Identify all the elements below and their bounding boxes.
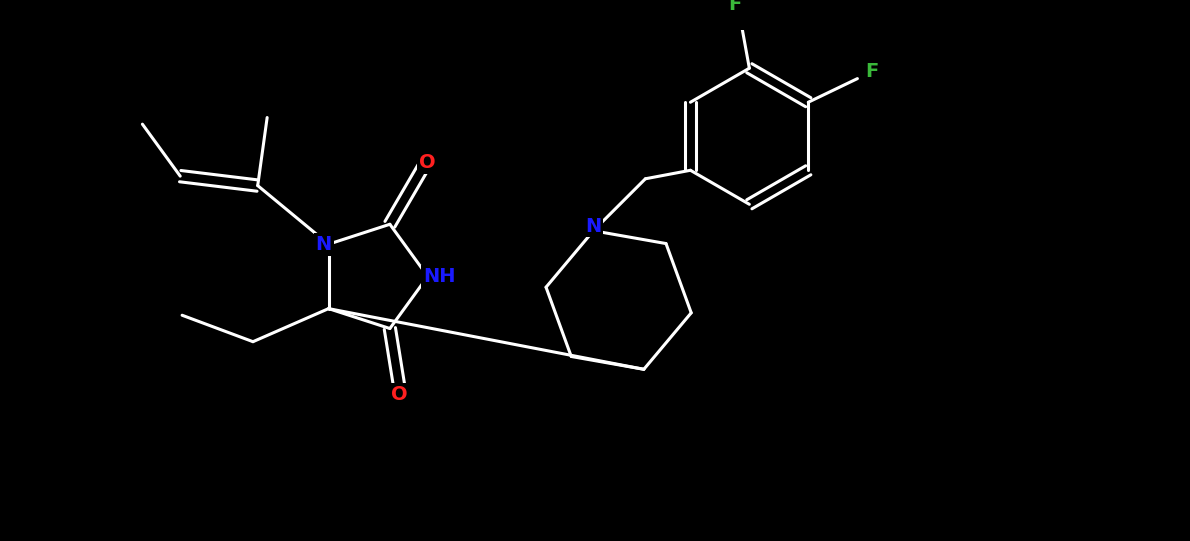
Text: N: N xyxy=(315,235,332,254)
Text: F: F xyxy=(728,0,741,15)
Text: N: N xyxy=(585,216,601,235)
Text: NH: NH xyxy=(422,267,456,286)
Text: O: O xyxy=(419,153,436,173)
Text: O: O xyxy=(392,385,408,404)
Text: F: F xyxy=(865,62,878,81)
